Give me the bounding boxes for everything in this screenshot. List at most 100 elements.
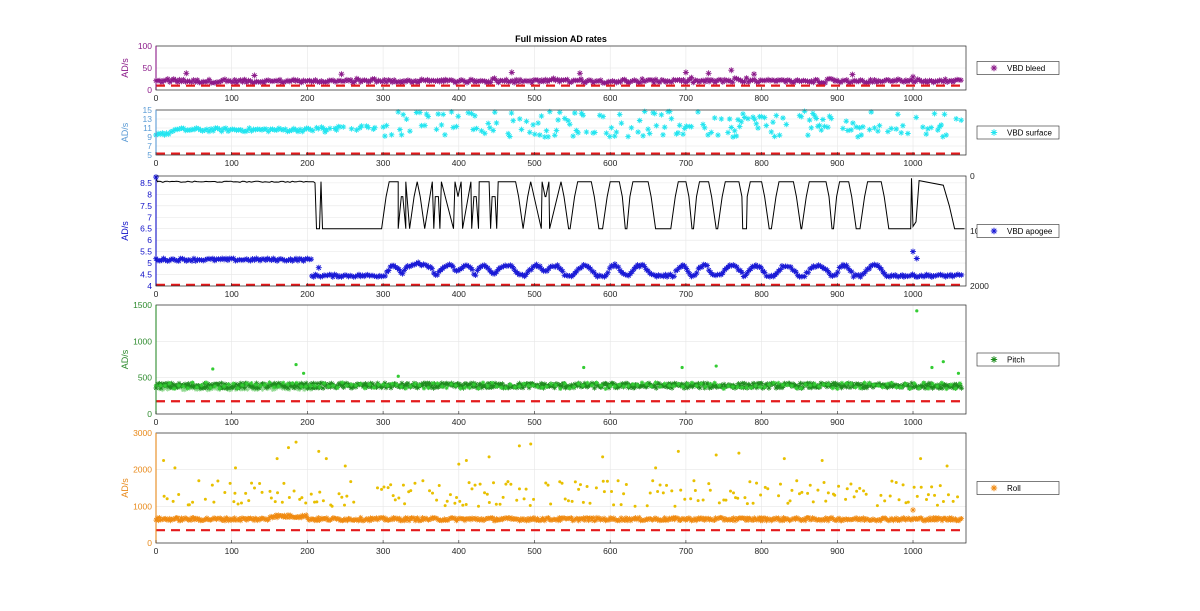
roll-dot-outlier: [173, 466, 177, 470]
roll-dot: [473, 483, 477, 487]
x-tick-label: 1000: [904, 93, 923, 103]
legend-label: VBD bleed: [1007, 64, 1045, 73]
roll-dot: [689, 497, 693, 501]
pitch-outlier-point: [302, 371, 306, 375]
roll-dot: [837, 484, 841, 488]
pitch-outlier-point: [941, 360, 945, 364]
roll-dot: [349, 480, 353, 484]
roll-dot: [862, 489, 866, 493]
roll-dot: [797, 492, 801, 496]
roll-dot: [191, 500, 195, 504]
subplot-4: 0 100 200 300 400 500 600 700 800 900 1000 0 500 1000…: [120, 300, 1060, 427]
y-tick-label: 1000: [133, 336, 152, 346]
data-marks: [153, 67, 964, 86]
roll-dot: [729, 489, 733, 493]
roll-dot-outlier: [714, 453, 718, 457]
roll-dot: [656, 489, 660, 493]
roll-dot: [483, 491, 487, 495]
roll-dot: [763, 485, 767, 489]
roll-dot: [522, 497, 526, 501]
y-tick-label: 100: [138, 41, 152, 51]
pitch-outlier-point: [915, 309, 919, 313]
y-axis-label: AD/s: [120, 221, 130, 241]
roll-dot: [421, 479, 425, 483]
roll-dot: [665, 483, 669, 487]
roll-dot: [806, 491, 810, 495]
x-tick-label: 500: [527, 93, 541, 103]
roll-dot: [941, 500, 945, 504]
roll-dot: [528, 504, 532, 508]
roll-dot: [759, 493, 763, 497]
roll-dot: [901, 483, 905, 487]
roll-dot: [777, 494, 781, 498]
roll-dot: [494, 502, 498, 506]
x-tick-label: 400: [452, 93, 466, 103]
roll-dot: [811, 500, 815, 504]
roll-dot: [546, 483, 550, 487]
roll-dot: [619, 503, 623, 507]
roll-dot: [258, 481, 262, 485]
x-tick-label: 500: [527, 417, 541, 427]
roll-dot: [800, 490, 804, 494]
y-tick-label: 15: [143, 105, 153, 115]
pitch-outlier-point: [211, 367, 215, 371]
y-tick-label: 1000: [133, 501, 152, 511]
y-tick-label: 0: [147, 538, 152, 548]
roll-dot: [673, 504, 677, 508]
roll-dot: [930, 485, 934, 489]
roll-dot: [701, 498, 705, 502]
dive-profile-line: [155, 178, 965, 230]
x-tick-label: 400: [452, 417, 466, 427]
roll-dot: [391, 494, 395, 498]
legend: Pitch: [976, 352, 1060, 367]
roll-dot: [461, 503, 465, 507]
pitch-outlier-point: [714, 364, 718, 368]
legend-box: [976, 125, 1060, 140]
roll-dot: [313, 500, 317, 504]
x-tick-label: 200: [300, 158, 314, 168]
roll-dot: [845, 487, 849, 491]
x-tick-label: 400: [452, 158, 466, 168]
y-axis-label: AD/s: [120, 122, 130, 142]
roll-dot: [232, 500, 236, 504]
legend-label: VBD surface: [1007, 129, 1052, 138]
x-tick-label: 300: [376, 289, 390, 299]
x-tick-label: 700: [679, 93, 693, 103]
roll-dot: [485, 492, 489, 496]
roll-dot: [309, 492, 313, 496]
roll-dot: [453, 501, 457, 505]
roll-dot: [566, 499, 570, 503]
roll-dot: [855, 489, 859, 493]
x-tick-label: 800: [755, 158, 769, 168]
roll-dot: [616, 479, 620, 483]
roll-dot: [946, 493, 950, 497]
subplot-1: 0 100 200 300 400 500 600 700 800 900 1000 0 50 100 AD…: [120, 41, 1060, 103]
roll-dot: [897, 498, 901, 502]
roll-dot: [717, 501, 721, 505]
roll-dot: [269, 496, 273, 500]
roll-dot: [844, 497, 848, 501]
roll-dot: [340, 495, 344, 499]
legend: VBD surface: [976, 125, 1060, 140]
roll-dot: [786, 501, 790, 505]
roll-dot: [933, 493, 937, 497]
roll-dot: [549, 502, 553, 506]
x-tick-label: 200: [300, 417, 314, 427]
y-tick-label: 9: [147, 132, 152, 142]
roll-dot: [498, 502, 502, 506]
roll-dot: [926, 493, 930, 497]
roll-dot: [822, 480, 826, 484]
x-tick-label: 100: [225, 158, 239, 168]
roll-dot: [492, 481, 496, 485]
roll-dot: [612, 503, 616, 507]
roll-dot: [403, 502, 407, 506]
x-tick-label: 1000: [904, 158, 923, 168]
x-tick-label: 200: [300, 546, 314, 556]
roll-dot: [904, 501, 908, 505]
roll-dot: [244, 491, 248, 495]
roll-dot: [722, 498, 726, 502]
x-tick-label: 200: [300, 93, 314, 103]
roll-dot: [610, 489, 614, 493]
roll-dot: [409, 489, 413, 493]
roll-dot: [645, 504, 649, 508]
